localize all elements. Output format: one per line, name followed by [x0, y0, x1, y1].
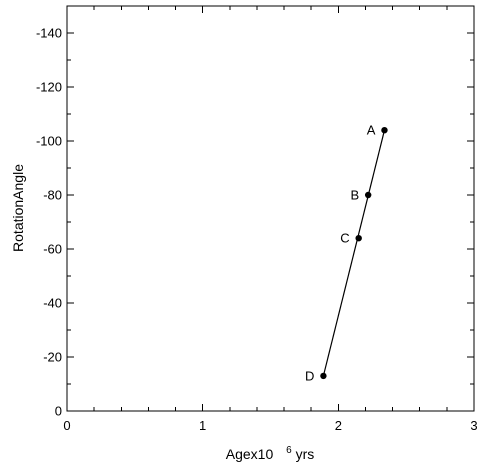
y-tick-label: -60 — [43, 242, 62, 257]
x-tick-label: 2 — [335, 418, 342, 433]
x-axis-title-prefix: Agex10 — [226, 446, 274, 462]
x-axis-title: Agex10 6 yrs — [226, 440, 315, 462]
y-tick-label: -20 — [43, 350, 62, 365]
x-axis-title-superscript: 6 — [286, 445, 292, 456]
points-layer — [320, 127, 388, 380]
plot-frame — [66, 5, 475, 412]
x-tick-label: 0 — [63, 418, 70, 433]
ticks-layer: 0 1 2 3 0 -20 -40 -60 -80 -100 -120 -140 — [36, 5, 477, 433]
y-tick-label: -80 — [43, 188, 62, 203]
x-axis-title-suffix: yrs — [296, 446, 315, 462]
labels-layer: A B C D — [305, 123, 376, 384]
data-point-b — [364, 191, 372, 199]
data-point-a — [381, 127, 388, 134]
fit-line — [322, 130, 386, 377]
point-label-c: C — [340, 231, 349, 246]
y-axis-title: RotationAngle — [10, 164, 26, 252]
data-point-d — [320, 372, 327, 380]
y-tick-label: -40 — [43, 296, 62, 311]
x-tick-label: 1 — [199, 418, 206, 433]
x-tick-label: 3 — [470, 418, 477, 433]
point-label-d: D — [305, 368, 314, 383]
y-tick-label: 0 — [55, 404, 62, 419]
line-layer — [322, 130, 386, 377]
data-point-c — [355, 235, 362, 242]
y-tick-label: -120 — [36, 80, 62, 95]
point-label-a: A — [367, 123, 376, 138]
y-tick-label: -100 — [36, 134, 62, 149]
point-label-b: B — [351, 188, 360, 203]
y-tick-label: -140 — [36, 26, 62, 41]
